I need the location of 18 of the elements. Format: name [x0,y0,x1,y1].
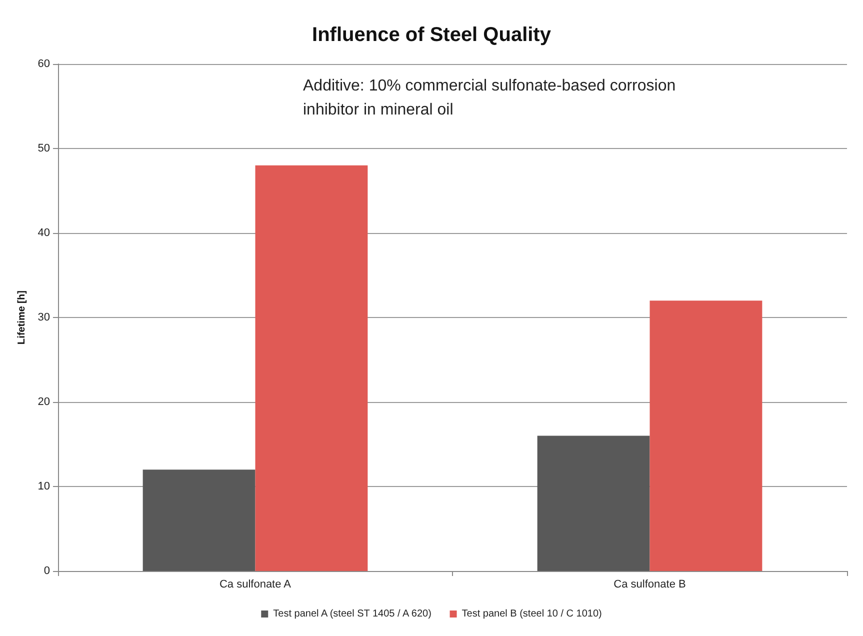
x-tick-label: Ca sulfonate B [614,578,686,590]
y-axis-title: Lifetime [h] [16,290,28,344]
y-tick-label: 0 [44,565,50,577]
bar [142,470,256,571]
y-tick-label: 60 [38,58,50,70]
bar [537,436,650,571]
bar [650,300,762,571]
chart-title: Influence of Steel Quality [312,24,552,46]
legend-label: Test panel B (steel 10 / C 1010) [462,608,602,620]
y-tick-label: 40 [38,227,50,239]
bar [255,165,368,571]
y-tick-label: 30 [38,312,50,324]
x-tick-label: Ca sulfonate A [219,578,292,590]
legend-label: Test panel A (steel ST 1405 / A 620) [273,608,432,620]
y-tick-label: 20 [38,396,50,408]
y-tick-label: 50 [38,142,50,154]
y-tick-label: 10 [38,480,50,492]
annotation: Additive: 10% commercial sulfonate-based corrosion inhibitor in mineral oil [303,78,680,118]
